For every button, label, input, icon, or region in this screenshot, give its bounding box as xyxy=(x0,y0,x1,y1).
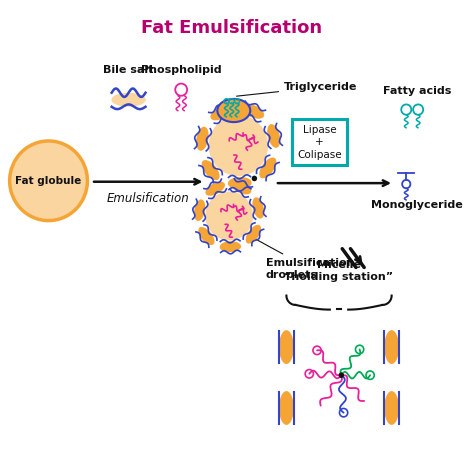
Circle shape xyxy=(252,176,257,181)
Ellipse shape xyxy=(384,330,399,364)
Ellipse shape xyxy=(205,182,225,196)
Ellipse shape xyxy=(219,241,241,252)
Ellipse shape xyxy=(259,157,276,178)
Text: Triglyceride: Triglyceride xyxy=(237,82,357,96)
Ellipse shape xyxy=(201,160,219,180)
Text: Fatty acids: Fatty acids xyxy=(383,86,451,97)
Ellipse shape xyxy=(228,177,252,189)
FancyBboxPatch shape xyxy=(292,119,347,165)
Circle shape xyxy=(9,141,87,220)
Ellipse shape xyxy=(242,104,264,118)
Ellipse shape xyxy=(111,93,146,107)
Circle shape xyxy=(209,115,268,176)
Ellipse shape xyxy=(246,225,261,244)
Ellipse shape xyxy=(267,124,280,148)
Text: Emulsification: Emulsification xyxy=(107,191,190,205)
Ellipse shape xyxy=(210,105,232,120)
Ellipse shape xyxy=(252,197,264,219)
Ellipse shape xyxy=(279,330,294,364)
Text: Fat Emulsification: Fat Emulsification xyxy=(141,19,322,37)
Text: Bile salt: Bile salt xyxy=(103,65,154,75)
Text: Lipase
+
Colipase: Lipase + Colipase xyxy=(297,125,342,160)
Ellipse shape xyxy=(198,227,215,245)
Ellipse shape xyxy=(384,391,399,425)
Text: Micelle
“holding station”: Micelle “holding station” xyxy=(284,260,393,282)
Text: Emulsification
droplets: Emulsification droplets xyxy=(250,236,355,280)
Text: Fat globule: Fat globule xyxy=(15,176,82,186)
Text: Monoglyceride: Monoglyceride xyxy=(371,200,463,210)
Circle shape xyxy=(205,191,253,240)
Ellipse shape xyxy=(279,391,294,425)
Circle shape xyxy=(338,373,344,378)
Ellipse shape xyxy=(231,181,251,194)
Ellipse shape xyxy=(194,200,205,221)
Text: Phospholipid: Phospholipid xyxy=(141,65,221,75)
Ellipse shape xyxy=(196,127,209,151)
Ellipse shape xyxy=(218,99,250,122)
